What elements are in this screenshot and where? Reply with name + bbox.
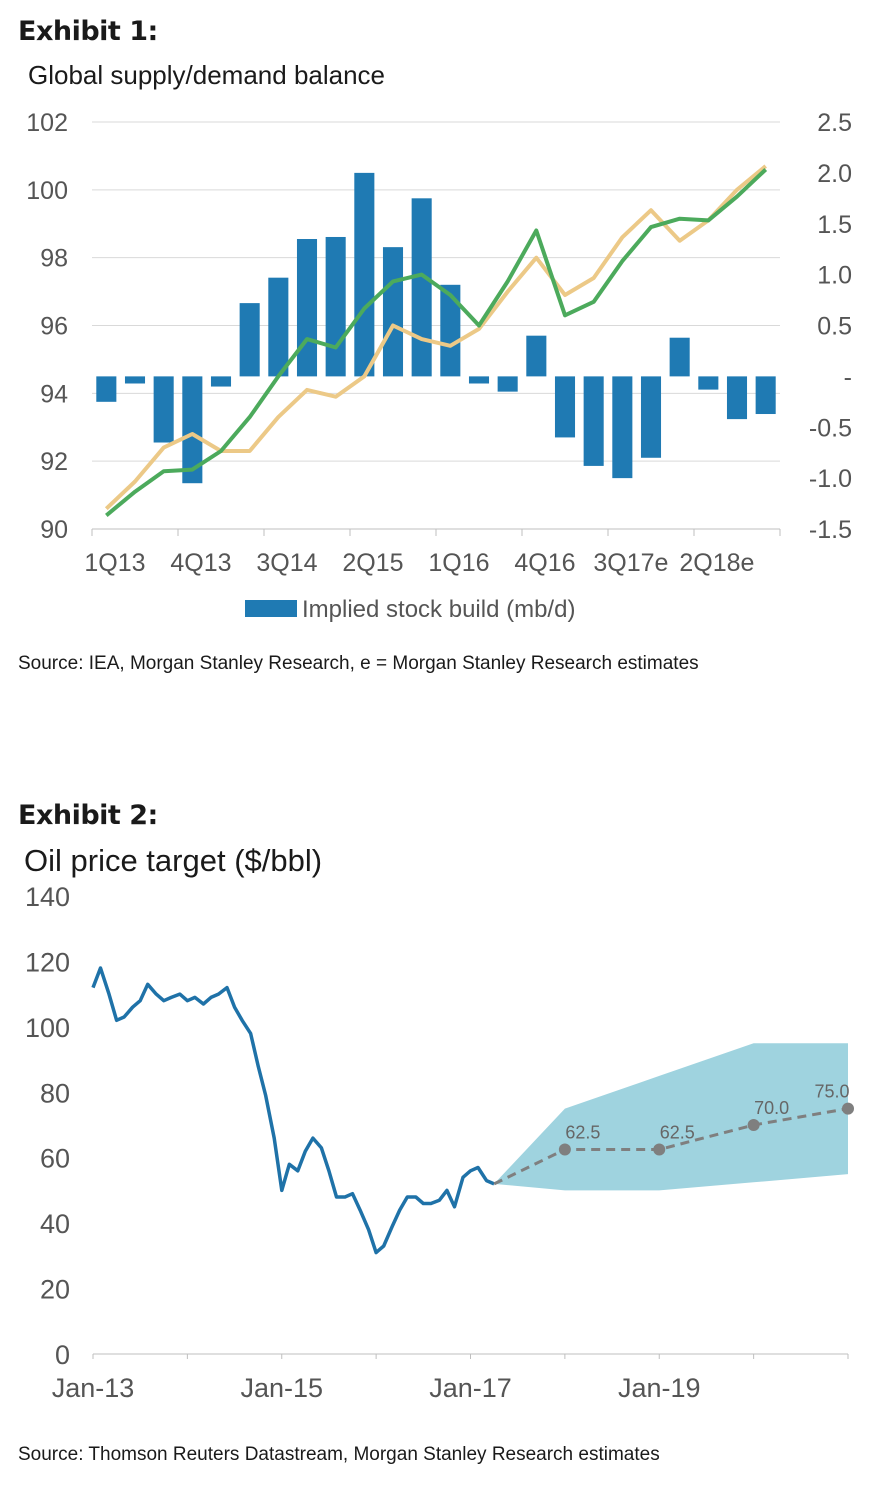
y-tick-label-left: 100	[26, 177, 68, 205]
y-tick-label: 100	[25, 1013, 70, 1043]
y-tick-label: 60	[40, 1144, 70, 1174]
y-tick-label-right: -1.0	[809, 465, 852, 493]
bar	[612, 376, 633, 479]
bar	[268, 277, 289, 377]
bar	[583, 376, 604, 466]
y-tick-label-right: 1.0	[817, 262, 852, 290]
y-tick-label-left: 92	[40, 448, 68, 476]
y-tick-label-right: -	[844, 363, 852, 391]
y-tick-label: 0	[55, 1340, 70, 1370]
x-tick-label: 4Q16	[514, 549, 575, 577]
y-tick-label: 20	[40, 1275, 70, 1305]
target-point	[747, 1119, 760, 1131]
bar	[411, 198, 432, 377]
y-tick-label-left: 96	[40, 313, 68, 341]
bar	[526, 335, 547, 377]
target-point	[558, 1143, 571, 1156]
bar	[182, 376, 203, 484]
x-tick-label: 4Q13	[170, 549, 231, 577]
x-tick-label: 2Q15	[342, 549, 403, 577]
chart-2: 140 120 100 80 60 40 20 0 62.5 62.5 70.0 75.0 Jan-13…	[25, 882, 854, 1403]
y-tick-label: 80	[40, 1078, 70, 1108]
bar	[440, 284, 461, 377]
exhibit-2-label: Exhibit 2:	[18, 800, 158, 831]
bar	[354, 172, 375, 377]
series-line-supply	[104, 164, 767, 511]
y-tick-label-left: 90	[40, 516, 68, 544]
x-tick-label: Jan-17	[429, 1373, 512, 1403]
forecast-range-band	[494, 1043, 848, 1191]
bar	[210, 376, 232, 387]
series-line-demand	[105, 168, 768, 517]
bar	[554, 376, 576, 438]
y-tick-label-right: -1.5	[809, 516, 852, 544]
y-tick-label-left: 102	[26, 109, 68, 137]
y-tick-label-left: 94	[40, 380, 68, 408]
bar	[640, 376, 662, 458]
x-tick-label: 1Q16	[428, 549, 489, 577]
chart-2-title: Oil price target ($/bbl)	[24, 843, 323, 878]
exhibit-1-source: Source: IEA, Morgan Stanley Research, e …	[18, 653, 699, 674]
y-tick-label: 140	[25, 882, 70, 912]
bar	[96, 376, 117, 402]
y-tick-label: 40	[40, 1209, 70, 1239]
y-tick-label-right: -0.5	[809, 414, 852, 442]
price-line	[91, 966, 495, 1255]
y-tick-label-right: 1.5	[817, 211, 852, 239]
bar	[239, 303, 260, 377]
x-tick-label: Jan-19	[618, 1373, 701, 1403]
y-tick-label-right: 0.5	[817, 313, 852, 341]
target-label: 75.0	[814, 1082, 849, 1102]
x-tick-label: 1Q13	[84, 549, 145, 577]
bar	[497, 376, 518, 392]
x-tick-label: 3Q17e	[593, 549, 668, 577]
target-label: 62.5	[660, 1123, 695, 1143]
target-point	[653, 1143, 666, 1156]
x-tick-label: Jan-13	[52, 1373, 135, 1403]
exhibit-1-label: Exhibit 1:	[18, 16, 158, 47]
legend-swatch	[245, 600, 297, 617]
bar	[669, 337, 690, 377]
x-tick-label: Jan-15	[240, 1373, 323, 1403]
legend-label: Implied stock build (mb/d)	[302, 596, 575, 623]
bar	[698, 376, 719, 390]
target-label: 62.5	[565, 1123, 600, 1143]
bar	[124, 376, 146, 384]
chart-1: 102 100 98 96 94 92 90 2.5 2.0 1.5 1.0 0.5 - -0.5 -1.0…	[26, 109, 852, 623]
x-tick-label: 2Q18e	[679, 549, 754, 577]
y-tick-label-right: 2.5	[817, 109, 852, 137]
bar	[726, 376, 748, 420]
exhibit-2-source: Source: Thomson Reuters Datastream, Morg…	[18, 1444, 660, 1465]
y-tick-label-left: 98	[40, 245, 68, 273]
y-tick-label: 120	[25, 947, 70, 977]
bar	[468, 376, 490, 384]
chart-1-title: Global supply/demand balance	[28, 60, 386, 90]
target-point	[842, 1102, 854, 1115]
target-label: 70.0	[754, 1098, 789, 1118]
bar	[755, 376, 776, 415]
x-tick-label: 3Q14	[256, 549, 317, 577]
y-tick-label-right: 2.0	[817, 160, 852, 188]
bar	[153, 376, 174, 443]
